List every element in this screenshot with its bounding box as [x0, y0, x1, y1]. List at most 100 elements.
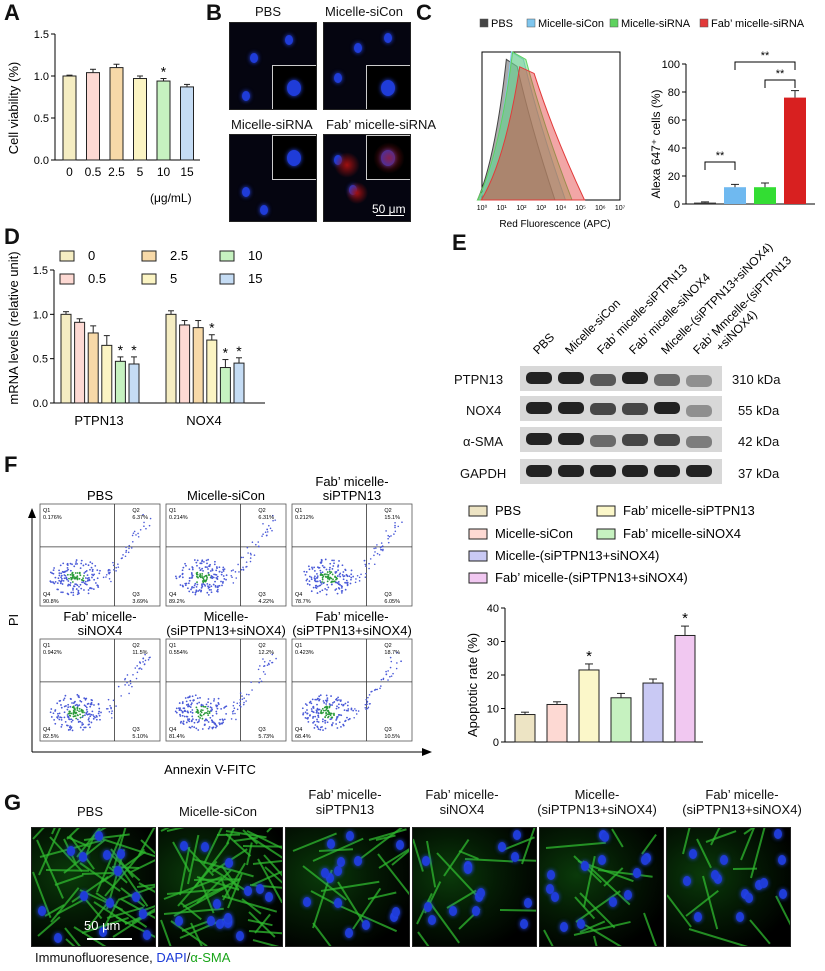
f-flow-point — [69, 581, 72, 584]
f-flow-point — [61, 583, 64, 585]
chart-a-x-tick-label: 0.5 — [85, 165, 102, 179]
f-flow-q3-label: Q3 — [258, 592, 265, 598]
chart-d-star: * — [209, 320, 215, 336]
f-flow-point — [210, 709, 212, 712]
f-flow-point — [255, 543, 257, 546]
f-flow-point — [231, 576, 233, 579]
chart-f-legend-label: PBS — [495, 503, 521, 518]
f-flow-point — [76, 572, 79, 574]
f-flow-point — [81, 710, 84, 713]
f-flow-point — [54, 581, 57, 583]
f-flow-point — [350, 569, 353, 572]
f-flow-point — [365, 572, 367, 575]
f-flow-point — [72, 574, 75, 577]
f-flow-point — [134, 667, 137, 669]
f-flow-point — [189, 699, 192, 702]
panel-label-c: C — [416, 0, 432, 25]
f-flow-point — [340, 699, 342, 702]
f-flow-point — [99, 718, 101, 721]
f-flow-point — [251, 689, 253, 691]
f-flow-point — [331, 568, 334, 570]
f-flow-point — [371, 690, 373, 693]
f-flow-q3-value: 6.05% — [384, 599, 400, 605]
f-flow-point — [53, 567, 56, 569]
f-flow-point — [312, 711, 315, 714]
f-flow-point — [68, 577, 70, 580]
chart-c-y-tick-label: 80 — [668, 87, 680, 99]
chart-d-legend-label: 15 — [248, 271, 262, 286]
f-flow-point — [191, 695, 194, 698]
f-flow-title: Micelle-siCon — [187, 488, 265, 503]
f-flow-point — [191, 568, 194, 571]
f-flow-point — [94, 582, 97, 584]
chart-c-y-tick-label: 20 — [668, 171, 680, 183]
f-flow-point — [331, 716, 334, 719]
f-flow-title: siNOX4 — [78, 623, 123, 638]
f-flow-point — [335, 707, 338, 710]
f-flow-point — [330, 580, 333, 583]
f-flow-point — [350, 707, 353, 710]
chart-f-y-tick-label: 40 — [487, 603, 499, 615]
f-flow-point — [225, 712, 228, 715]
chart-a-bar — [109, 67, 124, 161]
f-flow-point — [109, 569, 111, 571]
f-flow-point — [98, 710, 101, 713]
f-flow-point — [322, 700, 325, 702]
f-flow-point — [83, 697, 86, 700]
f-flow-point — [191, 715, 194, 718]
f-flow-point — [344, 720, 346, 723]
f-flow-point — [271, 653, 274, 656]
f-flow-point — [336, 727, 339, 729]
f-flow-point — [328, 568, 331, 571]
f-flow-point — [63, 716, 66, 719]
chart-d-bar — [101, 344, 113, 404]
f-flow-point — [190, 588, 192, 591]
chart-d-x-tick-label: PTPN13 — [74, 413, 123, 428]
f-flow-point — [83, 574, 85, 577]
f-flow-point — [66, 715, 69, 718]
f-flow-point — [215, 569, 218, 572]
f-flow-point — [69, 725, 72, 728]
f-flow-q4-label: Q4 — [295, 592, 302, 598]
f-flow-point — [223, 718, 226, 721]
f-flow-point — [83, 582, 86, 585]
f-flow-point — [215, 704, 218, 707]
f-flow-point — [355, 713, 358, 715]
f-flow-point — [322, 582, 325, 585]
f-flow-point — [319, 579, 322, 582]
f-flow-point — [51, 572, 54, 575]
f-flow-point — [195, 590, 198, 593]
chart-f-legend-label: Micelle-siCon — [495, 526, 573, 541]
f-flow-point — [208, 583, 211, 586]
f-flow-point — [93, 715, 95, 718]
f-flow-point — [128, 692, 130, 695]
f-flow-point — [380, 685, 382, 687]
f-flow-point — [257, 545, 260, 548]
f-flow-point — [189, 711, 192, 713]
f-flow-point — [84, 580, 87, 583]
chart-f-bar — [578, 669, 600, 743]
f-flow-title: siPTPN13 — [323, 488, 382, 503]
f-flow-point — [239, 692, 242, 694]
f-flow-point — [195, 718, 198, 721]
f-flow-point — [81, 716, 84, 719]
f-flow-point — [60, 577, 63, 580]
f-flow-point — [321, 564, 324, 567]
f-flow-point — [250, 553, 252, 556]
f-flow-point — [143, 525, 145, 528]
f-flow-point — [143, 521, 145, 524]
f-flow-point — [108, 571, 111, 574]
f-flow-point — [76, 709, 79, 711]
f-flow-point — [316, 572, 318, 575]
f-flow-point — [313, 720, 316, 723]
f-flow-point — [310, 576, 313, 579]
chart-f-y-tick-label: 20 — [487, 670, 499, 682]
f-flow-point — [337, 565, 339, 568]
f-flow-point — [215, 573, 218, 576]
b-title-fab-micelle-sirna: Fab’ micelle-siRNA — [326, 117, 437, 132]
f-flow-point — [380, 545, 383, 548]
f-flow-point — [340, 714, 343, 717]
f-flow-point — [105, 576, 107, 578]
f-flow-point — [306, 709, 308, 711]
f-flow-point — [331, 573, 334, 576]
